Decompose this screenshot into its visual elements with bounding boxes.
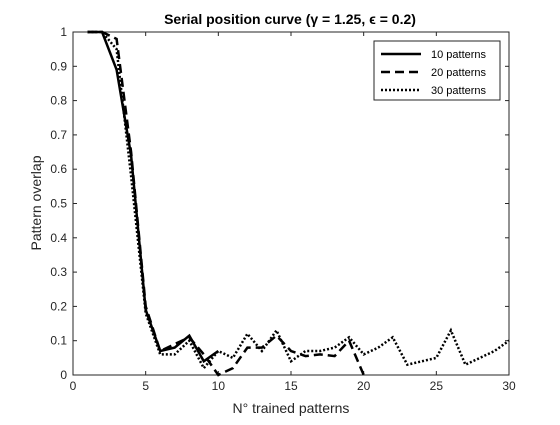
y-axis-label: Pattern overlap — [28, 155, 44, 250]
legend-entry-10-patterns: 10 patterns — [381, 49, 487, 61]
y-tick-label: 0.9 — [50, 59, 67, 73]
y-tick-label: 0.1 — [50, 334, 67, 348]
y-tick-label: 0 — [60, 368, 67, 382]
x-tick-label: 25 — [430, 379, 444, 393]
chart-title: Serial position curve (γ = 1.25, ϵ = 0.2… — [164, 11, 416, 27]
y-tick-label: 0.7 — [50, 128, 67, 142]
x-tick-label: 15 — [284, 379, 298, 393]
legend-entry-30-patterns: 30 patterns — [381, 85, 487, 97]
x-tick-label: 0 — [70, 379, 77, 393]
y-tick-label: 0.3 — [50, 265, 67, 279]
y-tick-label: 0.2 — [50, 299, 67, 313]
x-tick-label: 5 — [142, 379, 149, 393]
series-line-30-patterns — [87, 30, 510, 371]
y-tick-label: 0.8 — [50, 94, 67, 108]
y-axis-ticks: 0 0.1 0.2 0.3 0.4 0.5 0.6 0.7 0.8 0.9 1 — [50, 25, 509, 382]
y-tick-label: 1 — [60, 25, 67, 39]
x-tick-label: 10 — [212, 379, 226, 393]
legend: 10 patterns 20 patterns 30 patterns — [373, 40, 501, 101]
legend-entry-20-patterns: 20 patterns — [381, 67, 487, 79]
legend-label-30-patterns: 30 patterns — [431, 85, 487, 97]
legend-label-20-patterns: 20 patterns — [431, 67, 487, 79]
legend-label-10-patterns: 10 patterns — [431, 49, 487, 61]
x-tick-label: 20 — [357, 379, 371, 393]
x-tick-label: 30 — [502, 379, 516, 393]
y-tick-label: 0.4 — [50, 231, 67, 245]
x-axis-label: N° trained patterns — [233, 400, 350, 416]
y-tick-label: 0.6 — [50, 162, 67, 176]
series-line-20-patterns — [87, 30, 365, 377]
y-tick-label: 0.5 — [50, 197, 67, 211]
series-lines — [87, 30, 510, 377]
